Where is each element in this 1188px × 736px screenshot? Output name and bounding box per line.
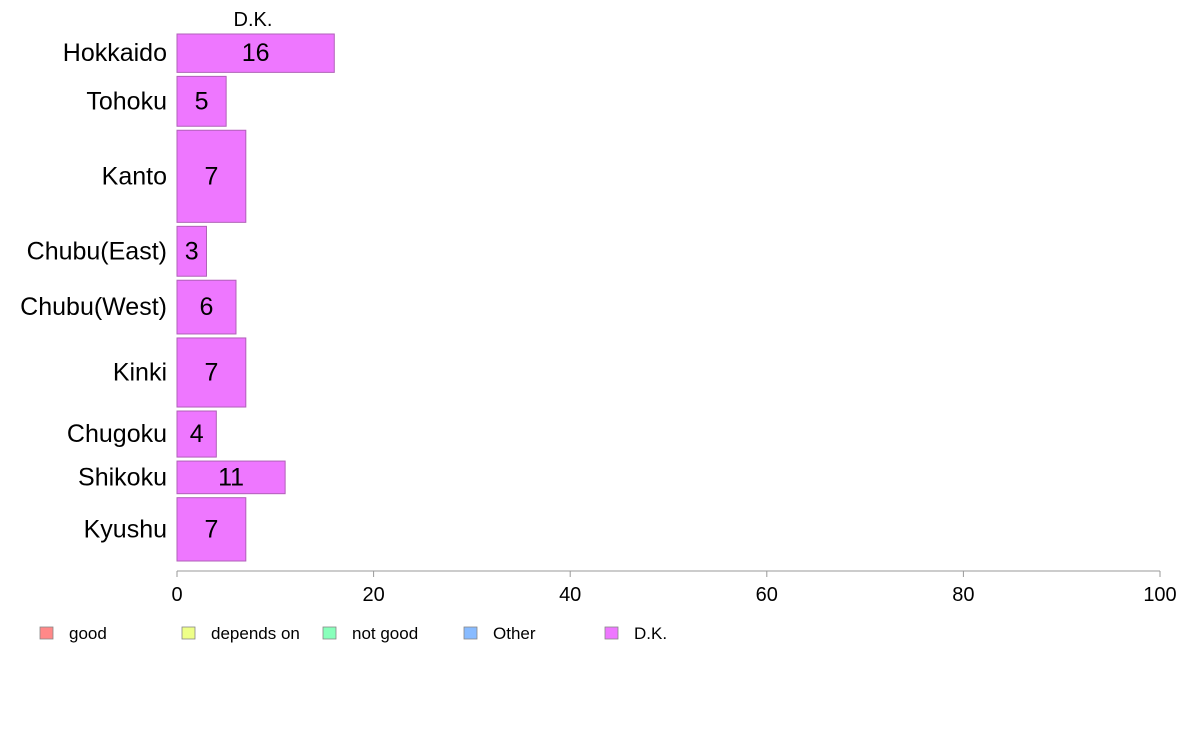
legend-label: depends on: [211, 624, 300, 643]
x-tick-label: 20: [362, 584, 384, 606]
legend: good depends on not good Other D.K.: [39, 624, 667, 643]
category-label: Chugoku: [67, 420, 167, 448]
value-label: 4: [190, 420, 204, 448]
x-tick-label: 60: [756, 584, 778, 606]
x-tick-label: 100: [1143, 584, 1176, 606]
x-tick-label: 80: [952, 584, 974, 606]
legend-swatch: [463, 626, 478, 640]
legend-label: Other: [493, 624, 536, 643]
category-label: Hokkaido: [63, 39, 167, 67]
legend-label: D.K.: [634, 624, 667, 643]
category-label: Tohoku: [86, 87, 167, 115]
bar-kinki: [176, 337, 247, 408]
value-label: 11: [218, 463, 244, 491]
category-label: Kyushu: [84, 515, 167, 543]
legend-label: good: [69, 624, 107, 643]
value-label: 3: [185, 237, 199, 265]
bar-kanto: [176, 129, 247, 223]
legend-swatch: [604, 626, 619, 640]
series-header: D.K.: [234, 9, 273, 31]
legend-swatch: [39, 626, 54, 640]
legend-swatch: [181, 626, 196, 640]
value-label: 7: [204, 162, 218, 190]
value-label: 16: [242, 39, 270, 67]
bar-tohoku: [176, 75, 227, 127]
value-label: 5: [195, 87, 209, 115]
category-label: Chubu(East): [27, 237, 167, 265]
bar-chugoku: [176, 410, 217, 458]
bar-chubu-west-: [176, 279, 237, 335]
x-tick-label: 0: [171, 584, 182, 606]
x-axis: 0 20 40 60 80 100: [171, 570, 1177, 606]
category-label: Chubu(West): [20, 293, 167, 321]
category-label: Kanto: [102, 162, 167, 190]
legend-label: not good: [352, 624, 418, 643]
bar-shikoku: [176, 460, 286, 495]
value-label: 6: [200, 293, 214, 321]
bars-group: Hokkaido 16 Tohoku 5 Kanto 7 Chubu(East) 3 Chubu…: [20, 33, 335, 562]
value-label: 7: [204, 515, 218, 543]
x-tick-label: 40: [559, 584, 581, 606]
bar-chubu-east-: [176, 225, 207, 277]
category-label: Shikoku: [78, 463, 167, 491]
bar-kyushu: [176, 497, 247, 562]
value-label: 7: [204, 358, 218, 386]
category-label: Kinki: [113, 358, 167, 386]
bar-hokkaido: [176, 33, 335, 73]
legend-swatch: [322, 626, 337, 640]
